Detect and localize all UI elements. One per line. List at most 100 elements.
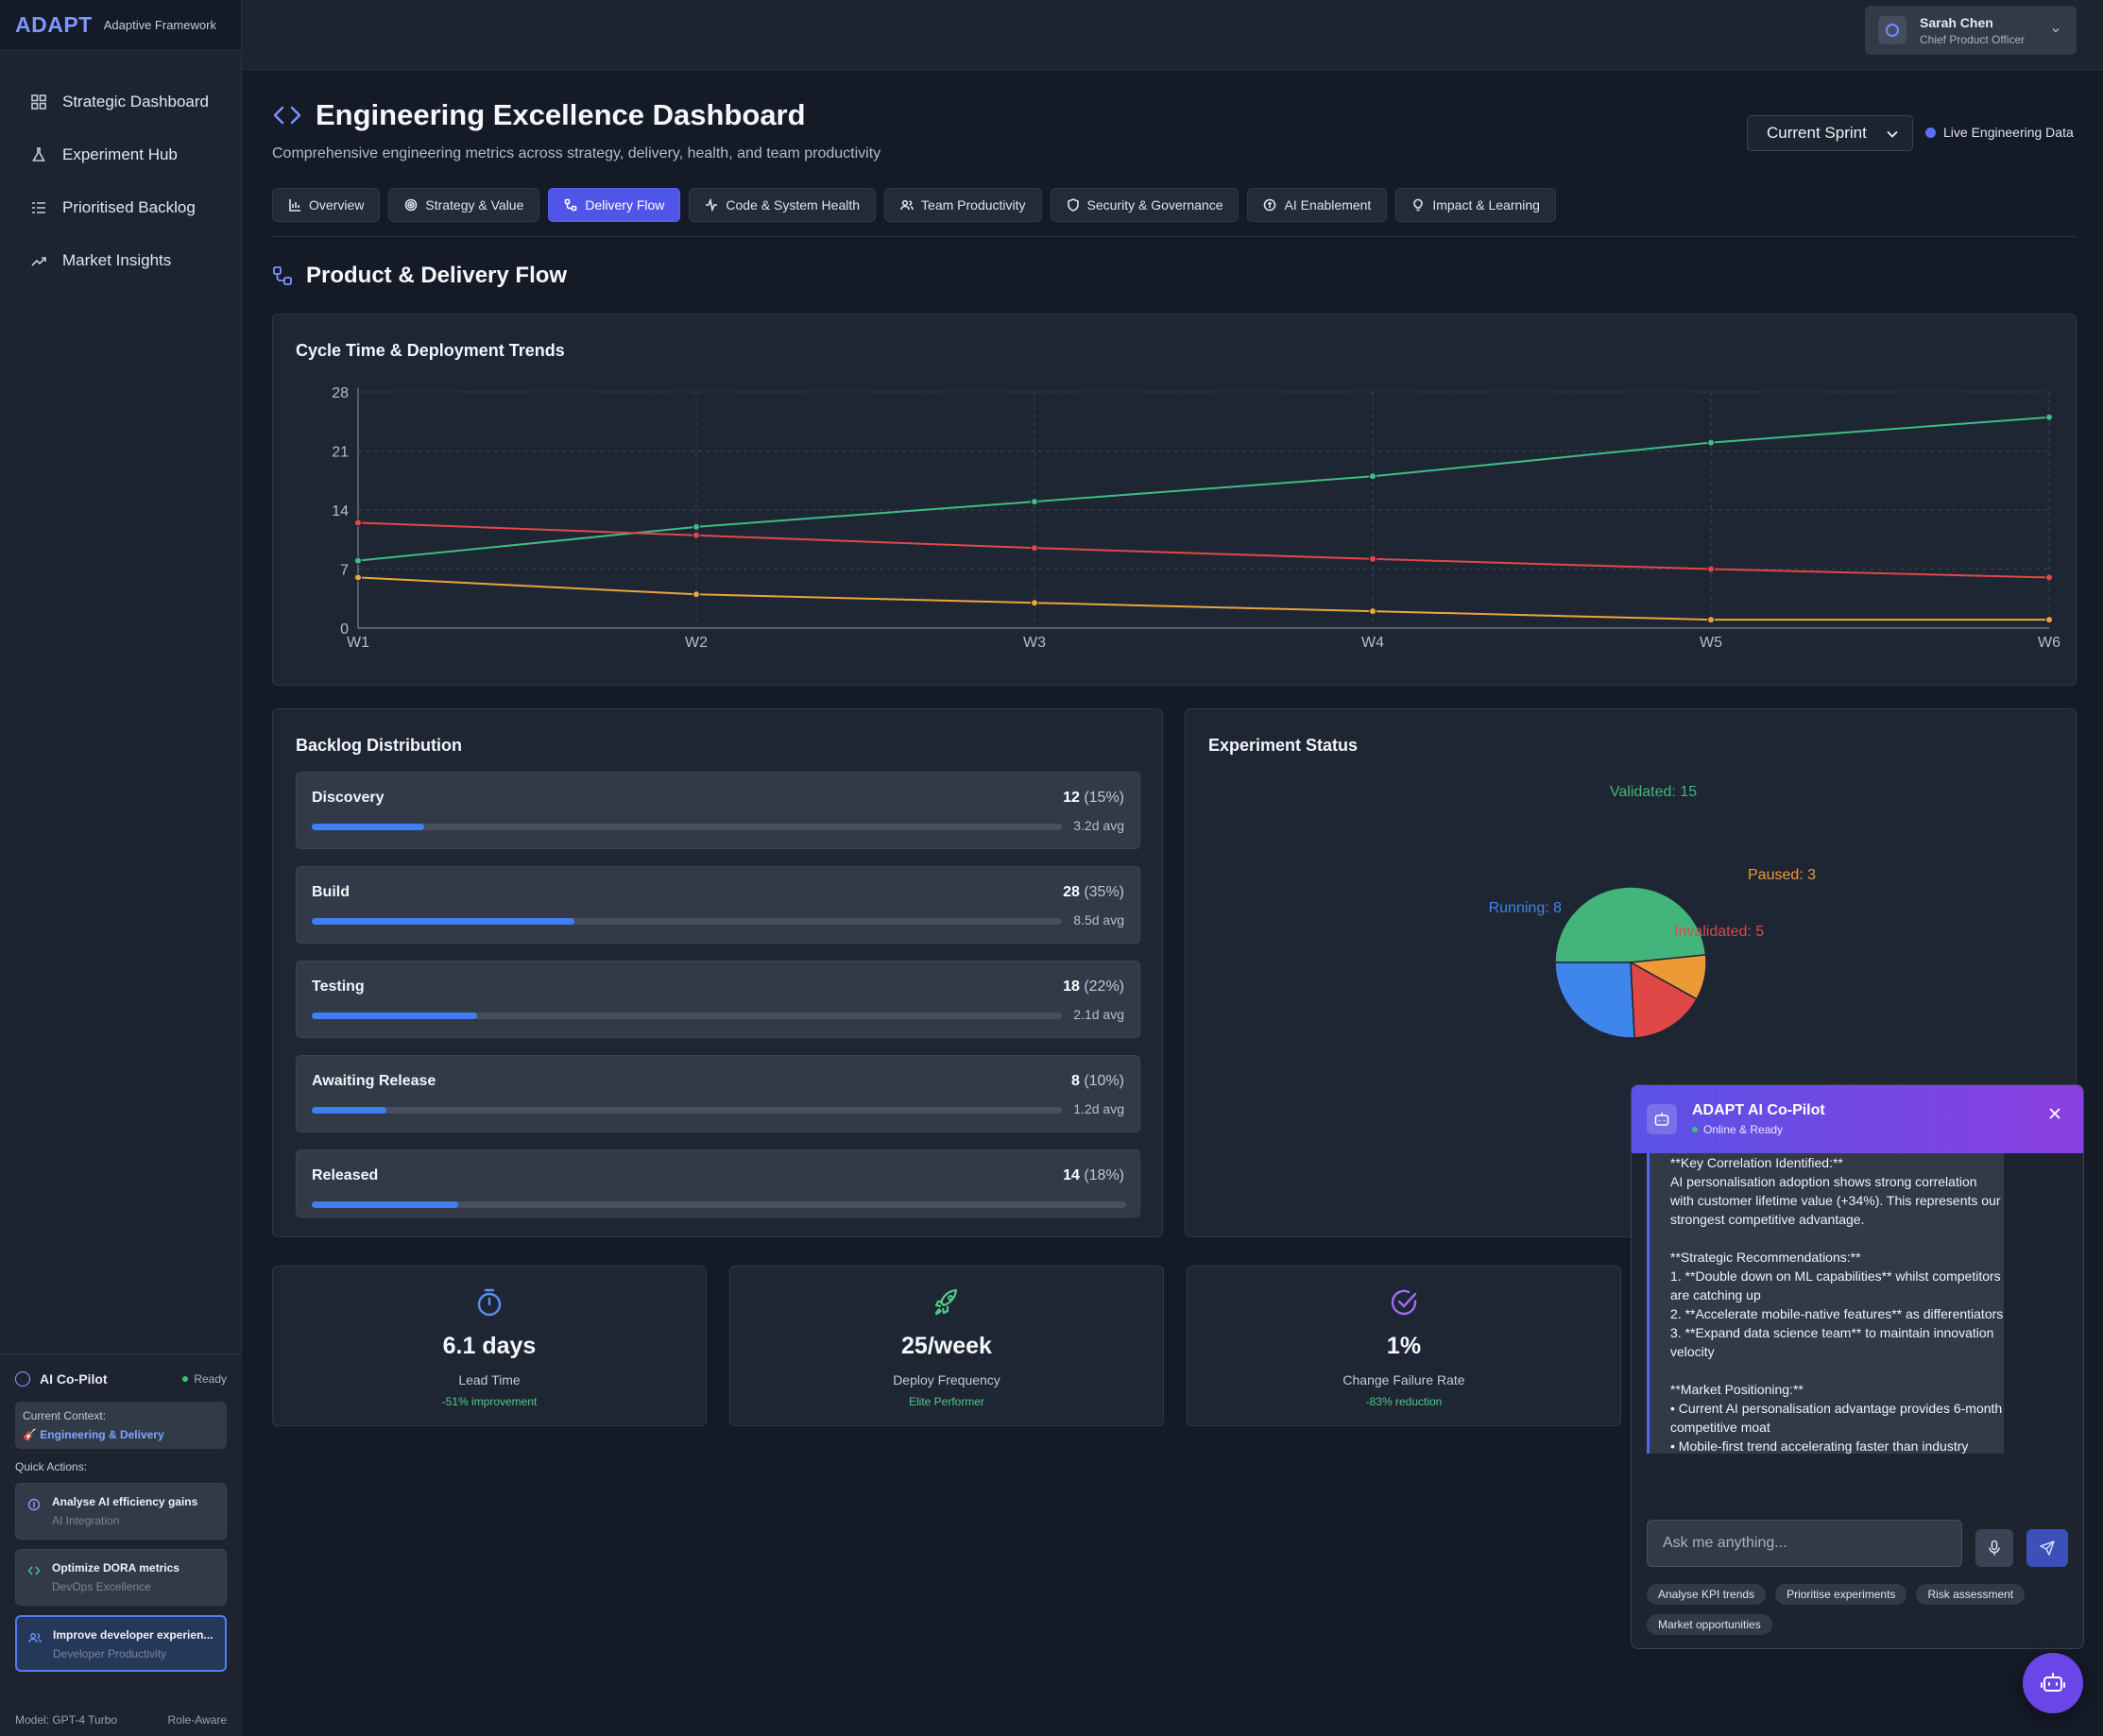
sidebar-item-prioritised-backlog[interactable]: Prioritised Backlog (0, 181, 241, 234)
backlog-progress-track (312, 824, 1062, 830)
chat-input[interactable] (1647, 1520, 1962, 1567)
brand-logo: ADAPT (15, 12, 93, 37)
bot-icon (1647, 1104, 1677, 1134)
backlog-count-pct: (35%) (1084, 884, 1124, 900)
quick-action-developer-experience[interactable]: Improve developer experien... Developer … (15, 1615, 227, 1672)
send-button[interactable] (2026, 1529, 2068, 1567)
sidebar-item-label: Market Insights (62, 251, 172, 269)
quick-action-dora[interactable]: Optimize DORA metrics DevOps Excellence (15, 1549, 227, 1606)
chat-title: ADAPT AI Co-Pilot (1692, 1102, 1825, 1118)
quick-action-title: Optimize DORA metrics (52, 1561, 180, 1574)
backlog-progress-fill (312, 918, 574, 925)
microphone-button[interactable] (1975, 1529, 2013, 1567)
ai-copilot-chat-panel: ADAPT AI Co-Pilot Online & Ready **Key C… (1631, 1084, 2084, 1649)
metric-label: Deploy Frequency (893, 1372, 1000, 1387)
tab-label: Team Productivity (921, 197, 1026, 213)
backlog-progress-track (312, 1201, 1126, 1208)
pie-label: Validated: 15 (1610, 784, 1697, 800)
suggestion-chip[interactable]: Analyse KPI trends (1647, 1584, 1767, 1605)
chat-status-text: Online & Ready (1703, 1123, 1784, 1136)
data-point[interactable] (2045, 616, 2053, 624)
workflow-icon (273, 266, 292, 285)
sidebar-item-strategic-dashboard[interactable]: Strategic Dashboard (0, 76, 241, 128)
data-point[interactable] (692, 531, 700, 539)
data-point[interactable] (692, 522, 700, 531)
sidebar-item-experiment-hub[interactable]: Experiment Hub (0, 128, 241, 181)
page-subtitle: Comprehensive engineering metrics across… (272, 145, 881, 162)
sprint-select[interactable]: Current Sprint (1747, 115, 1913, 151)
tab-overview[interactable]: Overview (272, 188, 381, 222)
quick-action-subtitle: AI Integration (52, 1514, 120, 1527)
backlog-item-count: 12 (15%) (1063, 790, 1124, 807)
sidebar-item-label: Experiment Hub (62, 145, 178, 163)
metric-label: Lead Time (458, 1372, 521, 1387)
tab-label: AI Enablement (1284, 197, 1372, 213)
data-point[interactable] (1369, 607, 1376, 616)
ai-icon (1264, 198, 1276, 212)
data-point[interactable] (2045, 413, 2053, 421)
suggestion-chip[interactable]: Prioritise experiments (1775, 1584, 1907, 1605)
live-label: Live Engineering Data (1943, 125, 2074, 140)
pie-slice-validated[interactable] (1554, 886, 1707, 963)
tab-bar: Overview Strategy & Value Delivery Flow … (272, 188, 1556, 222)
close-icon[interactable] (2047, 1106, 2062, 1121)
sidebar-item-market-insights[interactable]: Market Insights (0, 234, 241, 287)
backlog-item-name: Awaiting Release (312, 1073, 436, 1089)
tab-code-system-health[interactable]: Code & System Health (689, 188, 877, 222)
ai-icon (15, 1371, 30, 1387)
tab-delivery-flow[interactable]: Delivery Flow (548, 188, 681, 222)
user-menu[interactable]: Sarah Chen Chief Product Officer (1865, 6, 2077, 55)
y-tick-label: 21 (332, 445, 349, 461)
suggestion-chip[interactable]: Market opportunities (1647, 1614, 1772, 1635)
user-name: Sarah Chen (1920, 14, 1993, 30)
backlog-count-value: 12 (1063, 790, 1080, 806)
backlog-item-name: Discovery (312, 790, 385, 806)
pie-slice-running[interactable] (1554, 962, 1635, 1039)
tab-ai-enablement[interactable]: AI Enablement (1247, 188, 1388, 222)
tab-security-governance[interactable]: Security & Governance (1050, 188, 1240, 222)
data-point[interactable] (1031, 498, 1038, 506)
backlog-count-value: 28 (1063, 884, 1080, 900)
data-point[interactable] (1369, 554, 1376, 563)
brand-subtitle: Adaptive Framework (103, 18, 216, 32)
chat-message: **Key Correlation Identified:** AI perso… (1647, 1153, 2004, 1454)
quick-action-title: Improve developer experien... (53, 1628, 214, 1642)
sidebar-item-label: Strategic Dashboard (62, 93, 209, 111)
suggestion-chip[interactable]: Risk assessment (1916, 1584, 2026, 1605)
data-point[interactable] (1707, 565, 1715, 573)
live-dot (1925, 127, 1936, 138)
brand[interactable]: ADAPT Adaptive Framework (0, 0, 241, 51)
data-point[interactable] (354, 556, 362, 565)
pie-slice-invalidated[interactable] (1630, 961, 1698, 1039)
stopwatch-icon (477, 1288, 502, 1317)
tab-label: Security & Governance (1086, 197, 1223, 213)
quick-action-ai-efficiency[interactable]: Analyse AI efficiency gains AI Integrati… (15, 1483, 227, 1540)
data-point[interactable] (1031, 544, 1038, 553)
backlog-item-avg: 2.1d avg (1073, 1007, 1124, 1022)
tab-team-productivity[interactable]: Team Productivity (884, 188, 1042, 222)
data-point[interactable] (1707, 438, 1715, 447)
lightbulb-icon (1413, 198, 1424, 212)
data-point[interactable] (692, 590, 700, 599)
backlog-progress-track (312, 1107, 1062, 1114)
backlog-progress-track (312, 918, 1062, 925)
data-point[interactable] (1707, 616, 1715, 624)
copilot-side-footer: Model: GPT-4 Turbo Role-Aware (15, 1713, 227, 1727)
microphone-icon (1989, 1540, 2000, 1556)
metric-subtext: -51% improvement (441, 1395, 538, 1408)
page-header: Engineering Excellence Dashboard (272, 98, 806, 132)
backlog-item-count: 14 (18%) (1063, 1167, 1124, 1184)
divider (272, 236, 2077, 237)
quick-actions-label: Quick Actions: (15, 1460, 88, 1473)
data-point[interactable] (1031, 599, 1038, 607)
data-point[interactable] (2045, 573, 2053, 582)
backlog-count-pct: (15%) (1084, 790, 1124, 806)
backlog-item: Testing 18 (22%) 2.1d avg (296, 961, 1140, 1038)
grid-icon (31, 94, 46, 110)
tab-strategy-value[interactable]: Strategy & Value (388, 188, 540, 222)
tab-impact-learning[interactable]: Impact & Learning (1395, 188, 1556, 222)
copilot-toggle-button[interactable] (2023, 1653, 2083, 1713)
data-point[interactable] (354, 573, 362, 582)
data-point[interactable] (1369, 472, 1376, 481)
data-point[interactable] (354, 519, 362, 527)
